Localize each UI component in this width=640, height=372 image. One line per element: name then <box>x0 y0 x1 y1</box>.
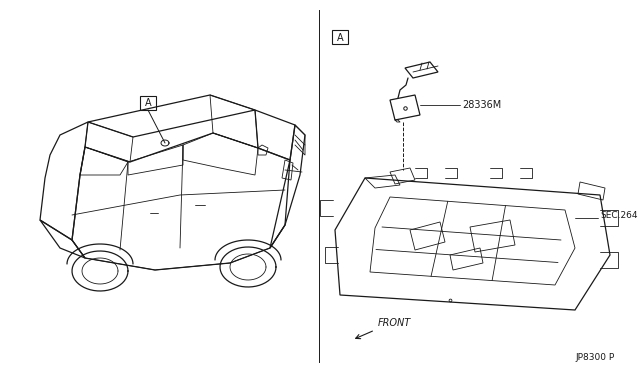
Text: A: A <box>337 33 343 43</box>
Text: FRONT: FRONT <box>378 318 412 328</box>
Text: SEC.264: SEC.264 <box>600 211 637 219</box>
Text: JP8300 P: JP8300 P <box>576 353 615 362</box>
Text: 28336M: 28336M <box>462 100 501 110</box>
Text: A: A <box>145 98 151 108</box>
